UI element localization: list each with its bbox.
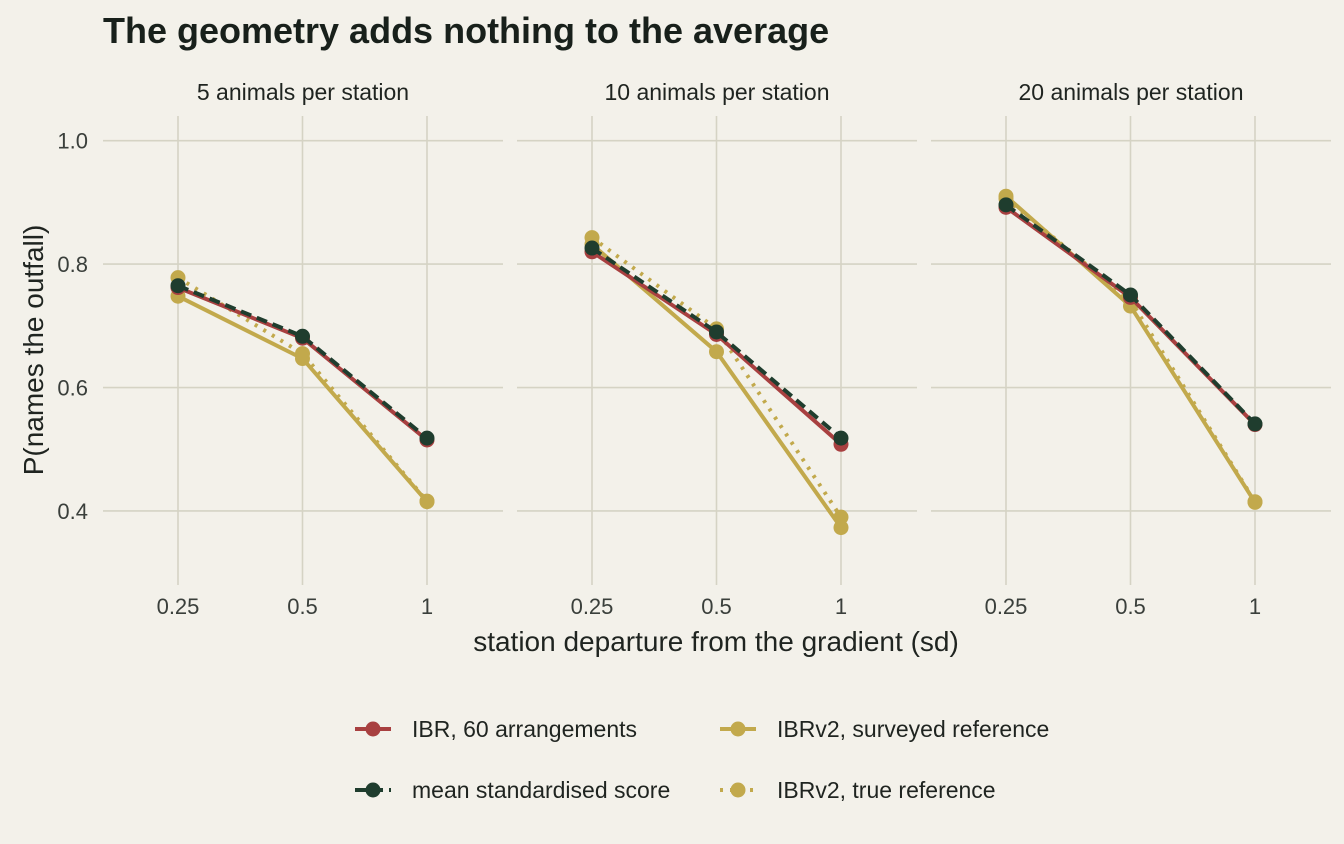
legend-key-point: [365, 782, 381, 798]
data-point-ibrv2_surveyed: [833, 520, 849, 536]
data-point-mean_std: [419, 430, 435, 446]
y-axis-title: P(names the outfall): [18, 225, 49, 476]
legend-key-point: [730, 721, 746, 737]
legend-key-point: [730, 782, 746, 798]
data-point-mean_std: [998, 197, 1014, 213]
series-line-ibrv2_true: [590, 235, 843, 519]
data-point-mean_std: [833, 430, 849, 446]
facet-panel: 5 animals per station 0.25 0.5 1: [103, 79, 503, 619]
legend-item-ibr: IBR, 60 arrangements: [355, 716, 637, 742]
chart-title: The geometry adds nothing to the average: [103, 10, 829, 51]
legend-label: IBR, 60 arrangements: [412, 716, 637, 742]
facet-panel: 10 animals per station 0.25 0.5 1: [517, 79, 917, 619]
x-tick-label: 0.25: [571, 594, 614, 619]
legend: IBR, 60 arrangements IBRv2, surveyed refe…: [355, 716, 1049, 803]
facet-label: 5 animals per station: [197, 79, 409, 105]
x-tick-label: 0.5: [1115, 594, 1146, 619]
data-point-ibrv2_surveyed: [295, 351, 310, 367]
data-point-mean_std: [1123, 287, 1138, 303]
x-tick-label: 1: [1249, 594, 1261, 619]
series-line-mean_std: [590, 246, 843, 440]
x-tick-label: 0.5: [701, 594, 732, 619]
y-tick-label: 0.6: [57, 376, 88, 401]
data-point-mean_std: [1247, 416, 1263, 432]
x-tick-label: 1: [835, 594, 847, 619]
legend-label: IBRv2, true reference: [777, 777, 996, 803]
facet-panel: 20 animals per station 0.25 0.5 1: [931, 79, 1331, 619]
y-tick-label: 0.8: [57, 252, 88, 277]
data-point-ibrv2_surveyed: [419, 494, 435, 510]
y-tick-label: 0.4: [57, 499, 88, 524]
facet-label: 10 animals per station: [604, 79, 829, 105]
legend-label: IBRv2, surveyed reference: [777, 716, 1049, 742]
legend-key-point: [365, 721, 381, 737]
facet-label: 20 animals per station: [1018, 79, 1243, 105]
legend-item-ibrv2_surveyed: IBRv2, surveyed reference: [720, 716, 1049, 742]
data-point-ibrv2_surveyed: [1247, 494, 1263, 510]
legend-item-ibrv2_true: IBRv2, true reference: [720, 777, 996, 803]
data-point-mean_std: [584, 240, 600, 256]
y-tick-label: 1.0: [57, 129, 88, 154]
x-tick-label: 0.25: [157, 594, 200, 619]
data-point-mean_std: [709, 324, 724, 340]
data-point-ibrv2_surveyed: [709, 344, 724, 360]
x-tick-label: 1: [421, 594, 433, 619]
x-axis-title: station departure from the gradient (sd): [473, 626, 959, 657]
x-tick-label: 0.25: [985, 594, 1028, 619]
legend-item-mean_std: mean standardised score: [355, 777, 670, 803]
y-axis: 0.4 0.6 0.8 1.0: [57, 129, 88, 524]
data-point-mean_std: [295, 328, 310, 344]
legend-label: mean standardised score: [412, 777, 670, 803]
series-line-mean_std: [177, 283, 429, 440]
data-point-mean_std: [170, 278, 186, 294]
x-tick-label: 0.5: [287, 594, 318, 619]
